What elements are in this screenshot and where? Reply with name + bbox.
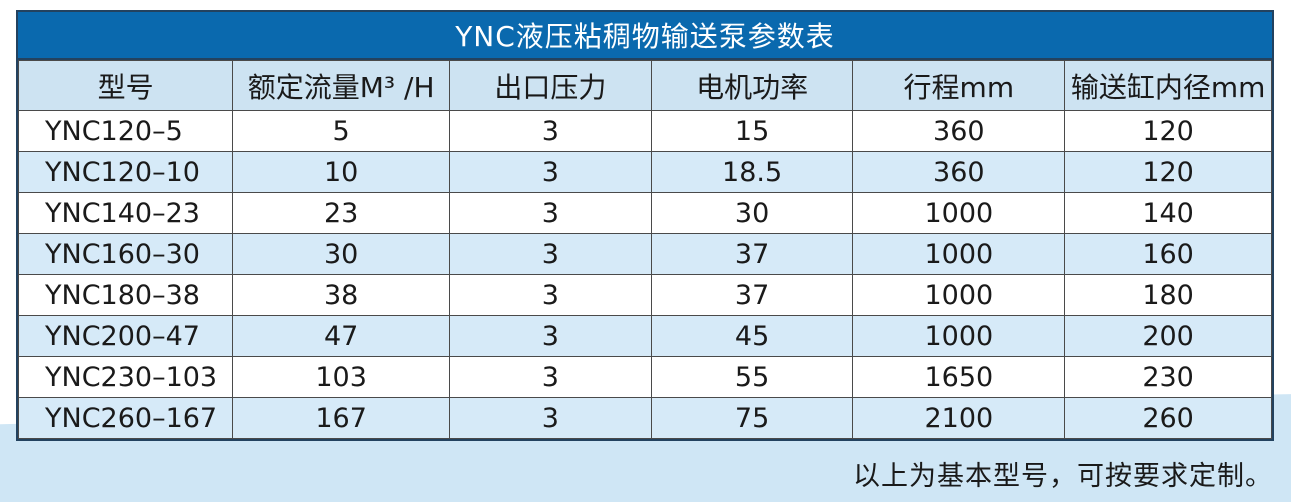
value-cell: 3 — [449, 151, 652, 193]
table-row: YNC200–47 47 3 45 1000 200 — [17, 315, 1272, 357]
table-row: YNC230–103 103 3 55 1650 230 — [17, 356, 1272, 398]
column-header: 出口压力 — [449, 60, 652, 111]
model-cell: YNC200–47 — [17, 315, 234, 357]
value-cell: 360 — [852, 151, 1066, 193]
value-cell: 3 — [449, 192, 652, 234]
table-row: YNC120–10 10 3 18.5 360 120 — [17, 151, 1272, 193]
value-cell: 260 — [1064, 397, 1272, 439]
model-cell: YNC160–30 — [17, 233, 234, 275]
value-cell: 47 — [232, 315, 451, 357]
value-cell: 30 — [650, 192, 854, 234]
value-cell: 38 — [232, 274, 451, 316]
value-cell: 180 — [1064, 274, 1272, 316]
table-title: YNC液压粘稠物输送泵参数表 — [18, 12, 1272, 60]
value-cell: 2100 — [852, 397, 1066, 439]
model-cell: YNC120–10 — [17, 151, 234, 193]
footer-note: 以上为基本型号，可按要求定制。 — [853, 461, 1273, 492]
parameters-grid: 型号 额定流量M³ /H 出口压力 电机功率 行程mm 输送缸内径mm YNC120–5 5… — [17, 60, 1272, 439]
value-cell: 360 — [852, 110, 1066, 152]
value-cell: 3 — [449, 233, 652, 275]
value-cell: 120 — [1064, 110, 1272, 152]
value-cell: 45 — [650, 315, 854, 357]
value-cell: 1650 — [852, 356, 1066, 398]
table-row: YNC140–23 23 3 30 1000 140 — [17, 192, 1272, 234]
value-cell: 103 — [232, 356, 451, 398]
value-cell: 23 — [232, 192, 451, 234]
value-cell: 18.5 — [650, 151, 854, 193]
column-header: 输送缸内径mm — [1064, 60, 1272, 111]
table-header: 型号 额定流量M³ /H 出口压力 电机功率 行程mm 输送缸内径mm — [17, 60, 1272, 111]
header-row: 型号 额定流量M³ /H 出口压力 电机功率 行程mm 输送缸内径mm — [17, 60, 1272, 111]
column-header: 额定流量M³ /H — [232, 60, 451, 111]
value-cell: 30 — [232, 233, 451, 275]
value-cell: 230 — [1064, 356, 1272, 398]
model-cell: YNC140–23 — [17, 192, 234, 234]
value-cell: 75 — [650, 397, 854, 439]
table-row: YNC160–30 30 3 37 1000 160 — [17, 233, 1272, 275]
value-cell: 1000 — [852, 315, 1066, 357]
table-row: YNC260–167 167 3 75 2100 260 — [17, 397, 1272, 439]
value-cell: 1000 — [852, 233, 1066, 275]
value-cell: 3 — [449, 356, 652, 398]
value-cell: 3 — [449, 274, 652, 316]
column-header: 电机功率 — [650, 60, 854, 111]
value-cell: 10 — [232, 151, 451, 193]
table-row: YNC120–5 5 3 15 360 120 — [17, 110, 1272, 152]
model-cell: YNC180–38 — [17, 274, 234, 316]
value-cell: 167 — [232, 397, 451, 439]
column-header: 型号 — [17, 60, 234, 111]
value-cell: 200 — [1064, 315, 1272, 357]
column-header: 行程mm — [852, 60, 1066, 111]
value-cell: 140 — [1064, 192, 1272, 234]
value-cell: 37 — [650, 233, 854, 275]
value-cell: 120 — [1064, 151, 1272, 193]
value-cell: 3 — [449, 315, 652, 357]
parameters-table: YNC液压粘稠物输送泵参数表 型号 额定流量M³ /H 出口压力 电机功率 行程mm 输送… — [16, 10, 1274, 441]
value-cell: 1000 — [852, 192, 1066, 234]
value-cell: 1000 — [852, 274, 1066, 316]
value-cell: 37 — [650, 274, 854, 316]
value-cell: 5 — [232, 110, 451, 152]
model-cell: YNC260–167 — [17, 397, 234, 439]
value-cell: 3 — [449, 397, 652, 439]
table-row: YNC180–38 38 3 37 1000 180 — [17, 274, 1272, 316]
value-cell: 15 — [650, 110, 854, 152]
model-cell: YNC230–103 — [17, 356, 234, 398]
value-cell: 55 — [650, 356, 854, 398]
value-cell: 160 — [1064, 233, 1272, 275]
model-cell: YNC120–5 — [17, 110, 234, 152]
value-cell: 3 — [449, 110, 652, 152]
table-body: YNC120–5 5 3 15 360 120 YNC120–10 10 3 18.5 360 120… — [17, 110, 1272, 439]
